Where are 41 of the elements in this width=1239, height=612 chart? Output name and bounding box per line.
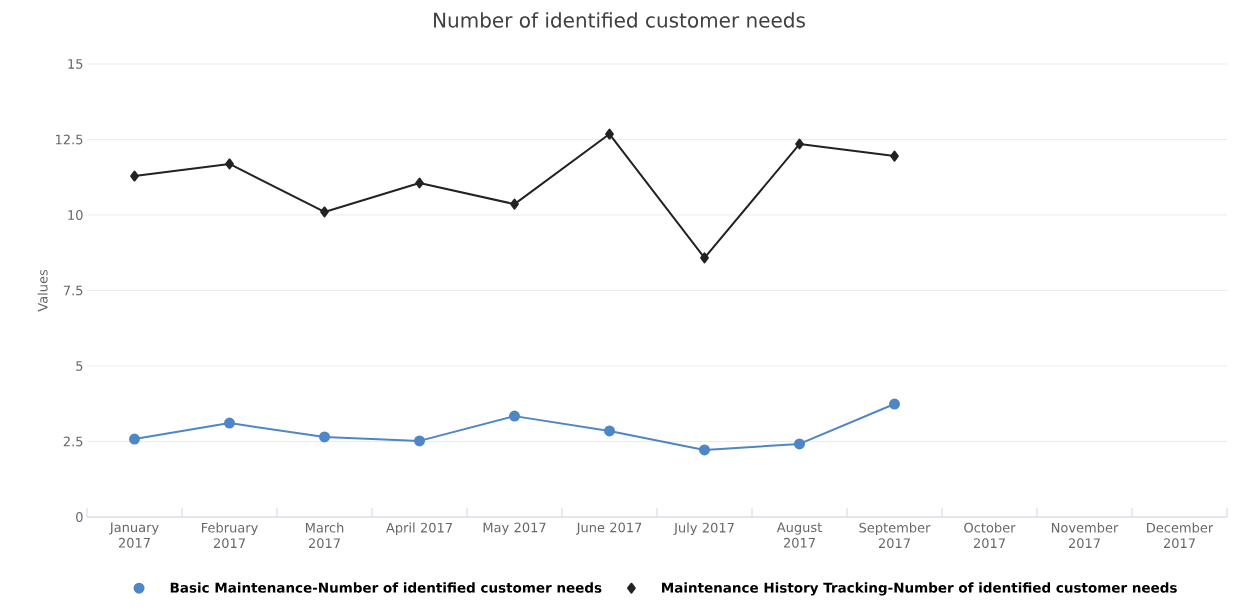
point: [510, 198, 519, 210]
x-tick-label: October 2017: [964, 522, 1016, 549]
x-tick-label: March 2017: [305, 522, 344, 549]
x-tick-label: November 2017: [1051, 522, 1119, 549]
legend-label: Basic Maintenance-Number of identified customer needs: [170, 582, 602, 593]
point: [320, 206, 329, 218]
y-tick-label: 5: [76, 361, 83, 371]
point: [224, 417, 236, 429]
y-tick-label: 15: [68, 59, 83, 69]
y-tick-label: 12.5: [55, 134, 83, 145]
point: [414, 435, 426, 447]
point: [129, 433, 141, 445]
x-tick-label: May 2017: [483, 522, 546, 535]
point: [699, 444, 710, 456]
point: [605, 128, 614, 140]
point: [225, 158, 234, 170]
point: [889, 398, 900, 410]
y-tick-label: 2.5: [63, 436, 83, 447]
x-tick-label: June 2017: [575, 522, 642, 535]
x-tick-label: April 2017: [386, 522, 452, 536]
x-tick-label: August 2017: [776, 522, 822, 548]
legend-label: Maintenance History Tracking-Number of identified customer needs: [662, 582, 1177, 596]
x-tick-label: January 2017: [109, 522, 159, 548]
x-tick-label: February 2017: [201, 522, 258, 549]
point: [319, 431, 331, 443]
point: [794, 438, 805, 450]
point: [700, 252, 709, 264]
x-tick-label: December 2017: [1147, 522, 1214, 549]
point: [795, 138, 804, 150]
chart-title: Number of identified customer needs: [434, 12, 805, 28]
point: [890, 150, 899, 162]
x-tick-label: July 2017: [673, 522, 734, 536]
point: [509, 410, 521, 422]
y-tick-label: 10: [68, 210, 83, 220]
point: [604, 425, 616, 437]
point: [415, 177, 424, 189]
point: [130, 170, 139, 182]
y-tick-label: 0: [76, 512, 83, 522]
y-axis-title: Values: [37, 269, 48, 312]
y-tick-label: 7.5: [63, 285, 83, 296]
x-tick-label: September 2017: [859, 522, 931, 549]
